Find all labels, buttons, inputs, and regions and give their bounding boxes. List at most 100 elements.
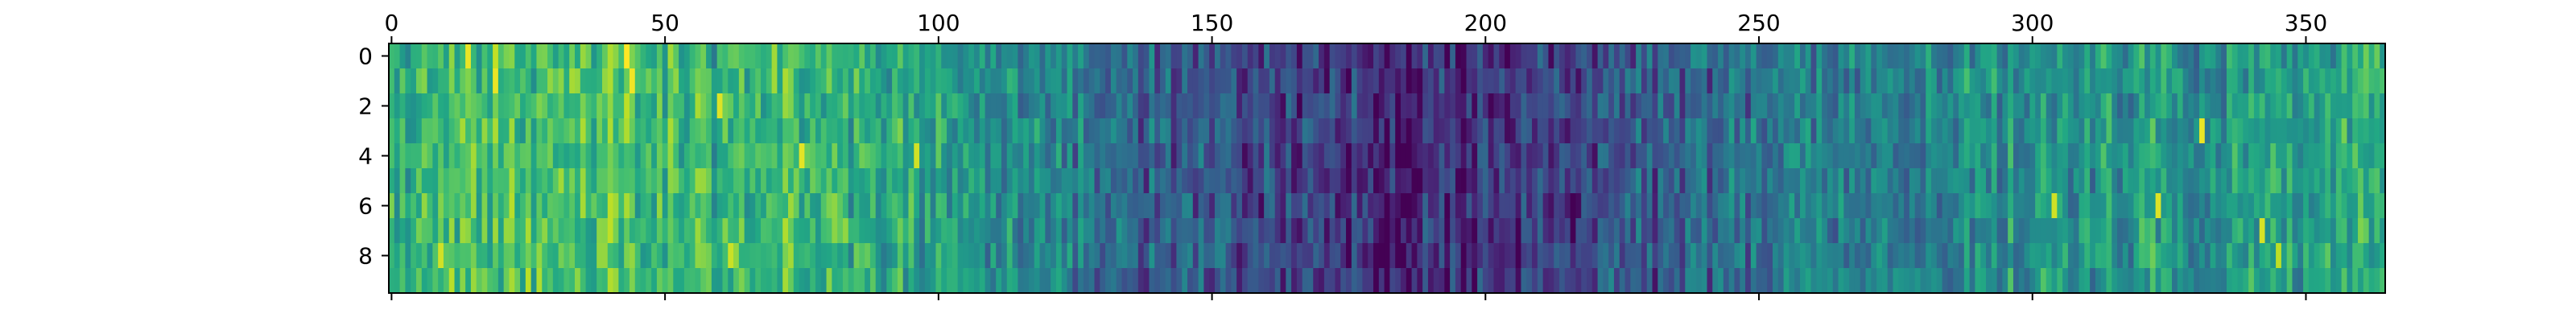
heatmap-cell	[1154, 168, 1161, 194]
heatmap-cell	[624, 93, 630, 119]
heatmap-cell	[1893, 193, 1899, 219]
heatmap-cell	[2368, 193, 2376, 219]
heatmap-cell	[1389, 243, 1396, 269]
heatmap-cell	[2079, 68, 2085, 94]
heatmap-cell	[1373, 43, 1380, 69]
heatmap-cell	[415, 168, 423, 194]
heatmap-cell	[2057, 93, 2063, 119]
heatmap-cell	[1296, 168, 1303, 194]
heatmap-cell	[815, 93, 822, 119]
heatmap-cell	[509, 68, 515, 94]
heatmap-cell	[711, 143, 718, 169]
heatmap-cell	[1417, 268, 1423, 294]
heatmap-cell	[2177, 68, 2184, 94]
heatmap-cell	[2084, 93, 2091, 119]
heatmap-cell	[509, 43, 515, 69]
heatmap-cell	[2374, 193, 2380, 219]
heatmap-cell	[1777, 93, 1785, 119]
heatmap-cell	[941, 168, 947, 194]
heatmap-cell	[1526, 93, 1533, 119]
heatmap-cell	[1067, 243, 1073, 269]
heatmap-cell	[2122, 43, 2129, 69]
heatmap-cell	[1296, 43, 1303, 69]
heatmap-cell	[1777, 43, 1785, 69]
heatmap-cell	[2248, 168, 2255, 194]
heatmap-cell	[728, 143, 734, 169]
heatmap-cell	[985, 268, 991, 294]
heatmap-cell	[1286, 218, 1292, 244]
heatmap-cell	[1827, 43, 1834, 69]
heatmap-cell	[1773, 143, 1779, 169]
heatmap-cell	[1088, 268, 1096, 294]
heatmap-cell	[1734, 218, 1740, 244]
heatmap-cell	[427, 243, 433, 269]
heatmap-cell	[1532, 218, 1538, 244]
heatmap-cell	[700, 218, 707, 244]
heatmap-cell	[640, 93, 646, 119]
heatmap-cell	[1346, 143, 1352, 169]
heatmap-cell	[1274, 43, 1282, 69]
heatmap-cell	[2204, 168, 2211, 194]
heatmap-cell	[1088, 243, 1096, 269]
heatmap-cell	[2002, 93, 2008, 119]
heatmap-cell	[1001, 168, 1008, 194]
heatmap-cell	[788, 243, 795, 269]
heatmap-cell	[1368, 118, 1374, 144]
heatmap-cell	[853, 168, 860, 194]
heatmap-cell	[1006, 118, 1013, 144]
heatmap-cell	[509, 168, 515, 194]
heatmap-cell	[979, 68, 986, 94]
heatmap-cell	[853, 243, 860, 269]
heatmap-cell	[1505, 43, 1511, 69]
heatmap-cell	[2319, 143, 2326, 169]
heatmap-cell	[793, 168, 800, 194]
heatmap-cell	[2341, 93, 2348, 119]
heatmap-cell	[547, 143, 554, 169]
heatmap-cell	[2161, 43, 2167, 69]
heatmap-cell	[1723, 68, 1730, 94]
heatmap-cell	[2029, 118, 2036, 144]
heatmap-cell	[547, 243, 554, 269]
heatmap-cell	[1302, 43, 1309, 69]
heatmap-cell	[1422, 218, 1429, 244]
heatmap-cell	[1296, 218, 1303, 244]
heatmap-cell	[2182, 268, 2189, 294]
heatmap-cell	[1356, 118, 1364, 144]
heatmap-cell	[1740, 43, 1746, 69]
heatmap-cell	[618, 118, 625, 144]
heatmap-cell	[1400, 218, 1407, 244]
heatmap-cell	[1986, 68, 1992, 94]
heatmap-cell	[1542, 93, 1550, 119]
heatmap-cell	[848, 43, 855, 69]
heatmap-cell	[1832, 218, 1839, 244]
heatmap-cell	[470, 43, 477, 69]
heatmap-cell	[1340, 93, 1347, 119]
heatmap-cell	[2062, 168, 2069, 194]
heatmap-cell	[2325, 218, 2331, 244]
heatmap-cell	[509, 93, 515, 119]
heatmap-cell	[1608, 93, 1615, 119]
heatmap-cell	[952, 268, 959, 294]
heatmap-cell	[432, 118, 439, 144]
heatmap-cell	[1575, 268, 1582, 294]
heatmap-cell	[1652, 43, 1658, 69]
heatmap-cell	[990, 118, 997, 144]
heatmap-cell	[2095, 68, 2102, 94]
heatmap-cell	[405, 218, 411, 244]
heatmap-cell	[1587, 68, 1593, 94]
heatmap-cell	[1258, 43, 1265, 69]
heatmap-cell	[1690, 43, 1697, 69]
heatmap-cell	[1116, 168, 1123, 194]
heatmap-cell	[1630, 193, 1637, 219]
heatmap-cell	[448, 93, 456, 119]
heatmap-cell	[1203, 193, 1210, 219]
heatmap-cell	[1083, 143, 1090, 169]
heatmap-cell	[700, 268, 707, 294]
heatmap-cell	[788, 43, 795, 69]
heatmap-cell	[1149, 143, 1155, 169]
heatmap-cell	[2051, 193, 2058, 219]
heatmap-cell	[1537, 43, 1544, 69]
heatmap-cell	[1368, 93, 1374, 119]
heatmap-cell	[722, 168, 729, 194]
heatmap-cell	[1521, 268, 1527, 294]
